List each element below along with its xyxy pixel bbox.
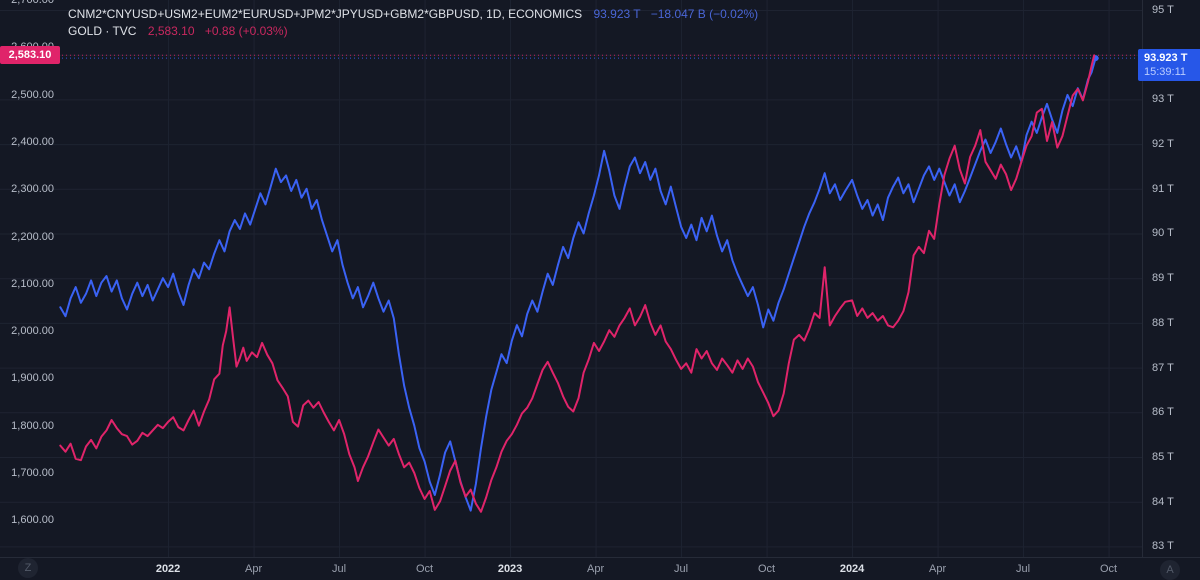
right-axis-tick: 87 T bbox=[1152, 361, 1174, 374]
left-axis-tick: 1,800.00 bbox=[11, 419, 54, 432]
left-axis-tick: 2,300.00 bbox=[11, 183, 54, 196]
right-axis-tick: 91 T bbox=[1152, 182, 1174, 195]
m2-price-badge: 93.923 T 15:39:11 bbox=[1138, 49, 1200, 82]
time-axis-tick: Apr bbox=[245, 563, 263, 575]
time-axis-tick: Oct bbox=[758, 563, 776, 575]
right-axis-tick: 90 T bbox=[1152, 227, 1174, 240]
left-axis-tick: 2,500.00 bbox=[11, 88, 54, 101]
time-axis-tick: 2024 bbox=[839, 563, 865, 575]
right-axis-tick: 86 T bbox=[1152, 406, 1174, 419]
series-line-gold bbox=[59, 54, 1096, 513]
left-scale-mode-button[interactable]: Z bbox=[18, 558, 38, 578]
right-axis-tick: 85 T bbox=[1152, 450, 1174, 463]
left-axis-tick: 2,700.00 bbox=[11, 0, 54, 6]
auto-scale-button[interactable]: A bbox=[1160, 560, 1180, 580]
gold-last-value: 2,583.10 bbox=[147, 24, 195, 38]
time-axis-tick: 2023 bbox=[497, 563, 523, 575]
m2-symbol-title[interactable]: CNM2*CNYUSD+USM2+EUM2*EURUSD+JPM2*JPYUSD… bbox=[68, 7, 583, 21]
time-axis-tick: Apr bbox=[929, 563, 947, 575]
left-axis-tick: 2,100.00 bbox=[11, 277, 54, 290]
right-axis-tick: 88 T bbox=[1152, 316, 1174, 329]
series-line-m2 bbox=[59, 57, 1097, 512]
left-axis-tick: 2,400.00 bbox=[11, 135, 54, 148]
m2-badge-countdown: 15:39:11 bbox=[1144, 66, 1187, 79]
time-axis-tick: Apr bbox=[587, 563, 605, 575]
right-axis-tick: 89 T bbox=[1152, 272, 1174, 285]
legend: CNM2*CNYUSD+USM2+EUM2*EURUSD+JPM2*JPYUSD… bbox=[68, 6, 758, 40]
time-axis-tick: Jul bbox=[332, 563, 347, 575]
left-axis-tick: 1,900.00 bbox=[11, 372, 54, 385]
right-axis-tick: 93 T bbox=[1152, 93, 1174, 106]
gold-price-badge: 2,583.10 bbox=[0, 46, 60, 65]
legend-row-gold[interactable]: GOLD · TVC 2,583.10 +0.88 (+0.03%) bbox=[68, 23, 758, 40]
time-axis-tick: 2022 bbox=[155, 563, 181, 575]
gold-symbol-title[interactable]: GOLD · TVC bbox=[68, 24, 137, 38]
right-axis-tick: 83 T bbox=[1152, 540, 1174, 553]
left-axis-tick: 2,000.00 bbox=[11, 325, 54, 338]
left-price-axis[interactable]: 2,700.002,600.002,500.002,400.002,300.00… bbox=[0, 0, 58, 558]
m2-change: −18.047 B (−0.02%) bbox=[650, 7, 759, 21]
right-price-axis[interactable]: 95 T 93 T 92 T 91 T 90 T 89 T 88 T 87 T 86 T 85 T… bbox=[1142, 0, 1200, 558]
chart-canvas[interactable] bbox=[0, 0, 1200, 558]
left-axis-tick: 1,600.00 bbox=[11, 514, 54, 527]
time-axis-tick: Jul bbox=[674, 563, 689, 575]
m2-badge-price: 93.923 T bbox=[1144, 52, 1188, 65]
left-axis-tick: 2,200.00 bbox=[11, 230, 54, 243]
m2-last-value: 93.923 T bbox=[593, 7, 641, 21]
legend-row-m2[interactable]: CNM2*CNYUSD+USM2+EUM2*EURUSD+JPM2*JPYUSD… bbox=[68, 6, 758, 23]
time-axis-tick: Oct bbox=[416, 563, 434, 575]
gold-change: +0.88 (+0.03%) bbox=[204, 24, 288, 38]
time-axis-tick: Jul bbox=[1016, 563, 1031, 575]
time-axis-tick: Oct bbox=[1100, 563, 1118, 575]
right-axis-tick: 84 T bbox=[1152, 495, 1174, 508]
right-axis-tick: 92 T bbox=[1152, 138, 1174, 151]
left-axis-tick: 1,700.00 bbox=[11, 467, 54, 479]
right-axis-tick: 95 T bbox=[1152, 3, 1174, 16]
time-axis[interactable]: 2022 Apr Jul Oct 2023 Apr Jul Oct 2024 Apr Jul Oct bbox=[0, 557, 1200, 580]
